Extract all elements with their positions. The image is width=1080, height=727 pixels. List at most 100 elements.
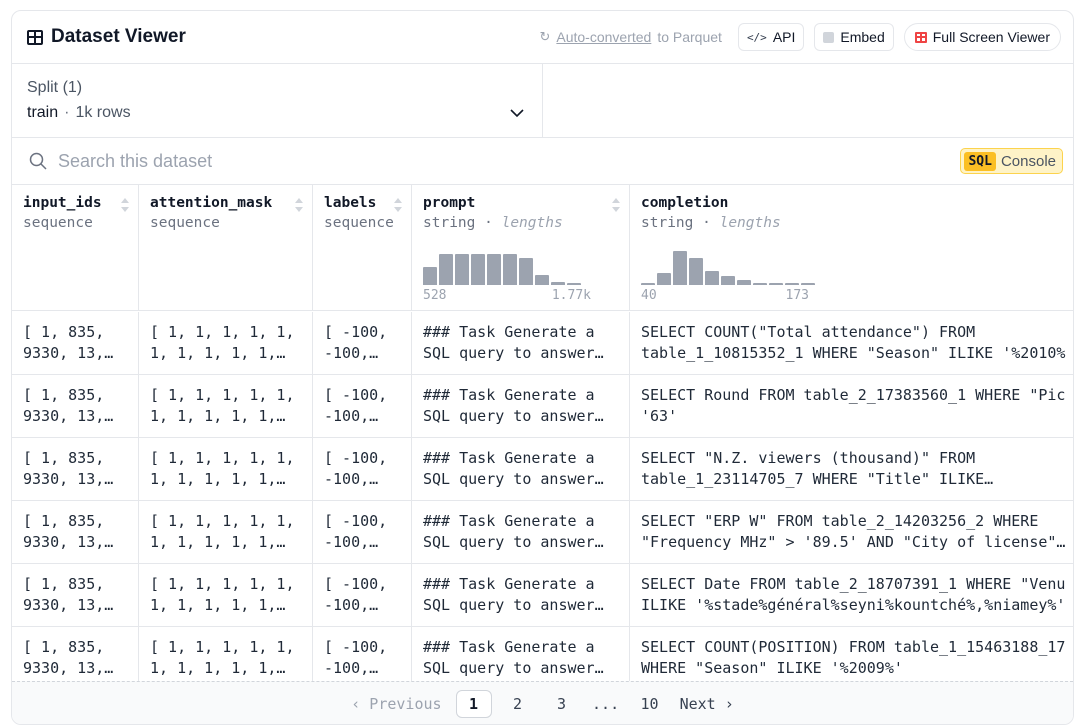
cell-completion[interactable]: SELECT COUNT("Total attendance") FROM ta… bbox=[641, 323, 1066, 362]
prompt-hist-range: 528 1.77k bbox=[423, 288, 591, 303]
cell-input-ids[interactable]: [ 1, 835, 9330, 13,… bbox=[12, 501, 139, 563]
cell-labels[interactable]: [ -100, -100,… bbox=[313, 564, 412, 626]
parquet-text: to Parquet bbox=[657, 29, 722, 45]
cell-attention-mask[interactable]: [ 1, 1, 1, 1, 1, 1, 1, 1, 1, 1,… bbox=[139, 564, 313, 626]
cell-labels[interactable]: [ -100, -100,… bbox=[313, 627, 412, 681]
sort-icon[interactable] bbox=[294, 197, 304, 213]
cell-prompt[interactable]: ### Task Generate a SQL query to answer… bbox=[412, 501, 630, 563]
cell-completion[interactable]: SELECT Date FROM table_2_18707391_1 WHER… bbox=[641, 575, 1066, 614]
histogram-bar[interactable] bbox=[535, 275, 549, 285]
dataset-viewer: Dataset Viewer ↻ Auto-converted to Parqu… bbox=[11, 10, 1074, 725]
cell-input-ids[interactable]: [ 1, 835, 9330, 13,… bbox=[12, 564, 139, 626]
column-type-extra: lengths bbox=[719, 215, 781, 231]
split-name: train bbox=[27, 104, 59, 121]
histogram-bar[interactable] bbox=[785, 283, 799, 285]
auto-converted-link[interactable]: Auto-converted bbox=[556, 29, 652, 45]
histogram-bar[interactable] bbox=[705, 271, 719, 285]
cell-completion[interactable]: SELECT "ERP W" FROM table_2_14203256_2 W… bbox=[641, 512, 1066, 551]
search-input[interactable] bbox=[58, 148, 458, 174]
type-separator: · bbox=[484, 215, 493, 231]
full-screen-button-label: Full Screen Viewer bbox=[932, 29, 1050, 45]
parquet-status: ↻ Auto-converted to Parquet bbox=[539, 29, 721, 45]
sql-tag: SQL bbox=[964, 151, 996, 171]
page-button-10[interactable]: 10 bbox=[640, 695, 659, 713]
cell-prompt[interactable]: ### Task Generate a SQL query to answer… bbox=[412, 438, 630, 500]
column-type: string · lengths bbox=[423, 215, 629, 231]
histogram-bar[interactable] bbox=[641, 283, 655, 285]
search-icon bbox=[29, 152, 47, 170]
histogram-bar[interactable] bbox=[657, 273, 671, 285]
column-header-prompt[interactable]: prompt string · lengths 528 1.77k bbox=[412, 185, 630, 311]
column-type: string · lengths bbox=[641, 215, 1073, 231]
histogram-bar[interactable] bbox=[471, 254, 485, 285]
split-row-count: 1k rows bbox=[75, 104, 131, 121]
cell-completion[interactable]: SELECT "N.Z. viewers (thousand)" FROM ta… bbox=[641, 449, 994, 488]
sql-console-button[interactable]: SQL Console bbox=[960, 148, 1063, 174]
cell-prompt[interactable]: ### Task Generate a SQL query to answer… bbox=[412, 627, 630, 681]
column-header-labels[interactable]: labels sequence bbox=[313, 185, 412, 311]
cell-attention-mask[interactable]: [ 1, 1, 1, 1, 1, 1, 1, 1, 1, 1,… bbox=[139, 312, 313, 374]
cell-prompt[interactable]: ### Task Generate a SQL query to answer… bbox=[412, 564, 630, 626]
column-header-completion[interactable]: completion string · lengths 40 173 bbox=[630, 185, 1073, 311]
previous-page-button[interactable]: ‹ Previous bbox=[351, 695, 442, 713]
split-select[interactable]: Split (1) train · 1k rows bbox=[12, 64, 543, 137]
cell-labels[interactable]: [ -100, -100,… bbox=[313, 501, 412, 563]
table-row[interactable]: [ 1, 835, 9330, 13,… [ 1, 1, 1, 1, 1, 1,… bbox=[12, 375, 1073, 438]
page-button-3[interactable]: 3 bbox=[557, 695, 567, 713]
histogram-bar[interactable] bbox=[737, 280, 751, 285]
table-row[interactable]: [ 1, 835, 9330, 13,… [ 1, 1, 1, 1, 1, 1,… bbox=[12, 564, 1073, 627]
cell-labels[interactable]: [ -100, -100,… bbox=[313, 438, 412, 500]
cell-input-ids[interactable]: [ 1, 835, 9330, 13,… bbox=[12, 627, 139, 681]
histogram-bar[interactable] bbox=[503, 254, 517, 285]
next-page-button[interactable]: Next › bbox=[679, 695, 734, 713]
sort-icon[interactable] bbox=[120, 197, 130, 213]
cell-attention-mask[interactable]: [ 1, 1, 1, 1, 1, 1, 1, 1, 1, 1,… bbox=[139, 501, 313, 563]
histogram-bar[interactable] bbox=[689, 258, 703, 285]
column-type: sequence bbox=[23, 215, 93, 231]
cell-input-ids[interactable]: [ 1, 835, 9330, 13,… bbox=[12, 375, 139, 437]
page-button-2[interactable]: 2 bbox=[513, 695, 523, 713]
cell-labels[interactable]: [ -100, -100,… bbox=[313, 375, 412, 437]
table-row[interactable]: [ 1, 835, 9330, 13,… [ 1, 1, 1, 1, 1, 1,… bbox=[12, 312, 1073, 375]
cell-prompt[interactable]: ### Task Generate a SQL query to answer… bbox=[412, 312, 630, 374]
code-icon: </> bbox=[746, 30, 767, 44]
histogram-bar[interactable] bbox=[423, 267, 437, 285]
histogram-bar[interactable] bbox=[721, 276, 735, 285]
cell-attention-mask[interactable]: [ 1, 1, 1, 1, 1, 1, 1, 1, 1, 1,… bbox=[139, 438, 313, 500]
page-button-1[interactable]: 1 bbox=[455, 690, 492, 718]
sort-icon[interactable] bbox=[611, 197, 621, 213]
histogram-bar[interactable] bbox=[455, 254, 469, 285]
split-value: train · 1k rows bbox=[27, 104, 131, 122]
sort-icon[interactable] bbox=[393, 197, 403, 213]
cell-input-ids[interactable]: [ 1, 835, 9330, 13,… bbox=[12, 438, 139, 500]
histogram-bar[interactable] bbox=[519, 258, 533, 285]
full-screen-button[interactable]: Full Screen Viewer bbox=[903, 23, 1061, 51]
column-name: attention_mask bbox=[150, 195, 273, 211]
viewer-title: Dataset Viewer bbox=[27, 26, 186, 48]
cell-completion[interactable]: SELECT COUNT(POSITION) FROM table_1_1546… bbox=[641, 638, 1066, 677]
table-row[interactable]: [ 1, 835, 9330, 13,… [ 1, 1, 1, 1, 1, 1,… bbox=[12, 501, 1073, 564]
embed-button[interactable]: Embed bbox=[814, 23, 894, 51]
histogram-bar[interactable] bbox=[551, 282, 565, 285]
histogram-bar[interactable] bbox=[753, 283, 767, 285]
histogram-bar[interactable] bbox=[673, 251, 687, 285]
cell-attention-mask[interactable]: [ 1, 1, 1, 1, 1, 1, 1, 1, 1, 1,… bbox=[139, 627, 313, 681]
cell-attention-mask[interactable]: [ 1, 1, 1, 1, 1, 1, 1, 1, 1, 1,… bbox=[139, 375, 313, 437]
column-header-input-ids[interactable]: input_ids sequence bbox=[12, 185, 139, 311]
api-button[interactable]: </> API bbox=[737, 23, 805, 51]
cell-prompt[interactable]: ### Task Generate a SQL query to answer… bbox=[412, 375, 630, 437]
histogram-bar[interactable] bbox=[487, 254, 501, 285]
histogram-bar[interactable] bbox=[801, 283, 815, 285]
completion-hist-range: 40 173 bbox=[641, 288, 809, 303]
cell-input-ids[interactable]: [ 1, 835, 9330, 13,… bbox=[12, 312, 139, 374]
histogram-bar[interactable] bbox=[439, 254, 453, 285]
completion-length-histogram[interactable] bbox=[641, 249, 815, 285]
cell-completion[interactable]: SELECT Round FROM table_2_17383560_1 WHE… bbox=[641, 386, 1066, 425]
histogram-bar[interactable] bbox=[769, 283, 783, 285]
column-header-attention-mask[interactable]: attention_mask sequence bbox=[139, 185, 313, 311]
table-row[interactable]: [ 1, 835, 9330, 13,… [ 1, 1, 1, 1, 1, 1,… bbox=[12, 438, 1073, 501]
prompt-length-histogram[interactable] bbox=[423, 249, 581, 285]
table-row[interactable]: [ 1, 835, 9330, 13,… [ 1, 1, 1, 1, 1, 1,… bbox=[12, 627, 1073, 681]
histogram-bar[interactable] bbox=[567, 283, 581, 285]
cell-labels[interactable]: [ -100, -100,… bbox=[313, 312, 412, 374]
